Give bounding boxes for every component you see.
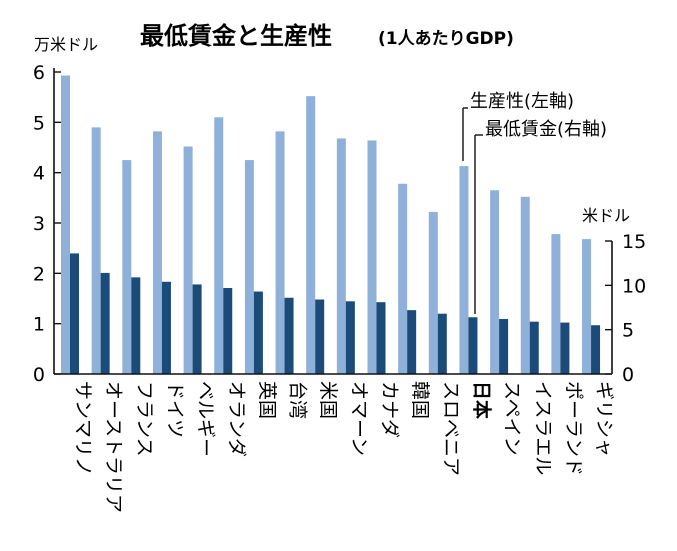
category-label: 台湾 — [287, 381, 309, 419]
right-axis: 0 5 10 15 — [605, 231, 646, 386]
bar-min-wage — [315, 299, 325, 374]
bar-productivity — [214, 117, 224, 375]
category-label: ベルギー — [195, 381, 217, 457]
bar-productivity — [336, 138, 346, 374]
bar-min-wage — [345, 301, 355, 374]
bar-productivity — [551, 234, 561, 374]
bar-min-wage — [407, 310, 417, 374]
bar-min-wage — [70, 253, 79, 374]
bar-productivity — [367, 140, 377, 374]
bar-min-wage — [560, 322, 570, 374]
bars — [61, 75, 601, 375]
bar-min-wage — [100, 272, 110, 374]
legend-min-wage: 最低賃金(右軸) — [485, 119, 607, 140]
left-tick-label: 4 — [33, 163, 45, 185]
bar-productivity — [459, 166, 469, 374]
bar-min-wage — [284, 297, 294, 374]
left-tick-label: 3 — [33, 213, 45, 235]
left-tick-label: 1 — [33, 314, 45, 336]
left-tick-label: 6 — [33, 62, 45, 84]
category-label: ドイツ — [164, 381, 186, 438]
category-label: サンマリノ — [72, 381, 94, 476]
bar-productivity — [490, 190, 500, 374]
category-label: ポーランド — [562, 381, 584, 476]
axis-lines — [53, 68, 613, 375]
bar-min-wage — [468, 317, 478, 374]
bar-min-wage — [131, 277, 141, 374]
category-label: オランダ — [225, 381, 247, 457]
bar-productivity — [520, 196, 530, 374]
right-tick-label: 15 — [622, 231, 646, 253]
bar-min-wage — [529, 321, 539, 374]
right-tick-label: 0 — [622, 364, 634, 386]
bar-min-wage — [161, 281, 171, 374]
bar-productivity — [398, 183, 408, 374]
category-label: ギリシャ — [593, 381, 615, 457]
bar-min-wage — [223, 287, 233, 374]
category-label: スロベニア — [440, 381, 462, 476]
bar-min-wage — [253, 291, 263, 374]
left-tick-label: 5 — [33, 112, 45, 134]
legend: 生産性(左軸) 最低賃金(右軸) — [462, 91, 607, 314]
right-axis-unit: 米ドル — [582, 206, 630, 225]
right-tick-label: 10 — [622, 275, 646, 297]
category-label: フランス — [133, 381, 155, 457]
bar-productivity — [61, 75, 70, 375]
bar-min-wage — [376, 302, 386, 374]
category-label: イスラエル — [532, 381, 554, 475]
left-axis-unit: 万米ドル — [34, 35, 98, 54]
bar-productivity — [183, 146, 193, 374]
bar-min-wage — [437, 313, 447, 374]
bar-productivity — [306, 96, 316, 374]
left-tick-label: 0 — [33, 364, 45, 386]
bar-productivity — [152, 131, 162, 374]
bar-productivity — [275, 131, 285, 374]
category-label: 日本 — [470, 381, 493, 419]
bar-min-wage — [192, 284, 202, 374]
category-label: オーストラリア — [103, 381, 125, 513]
category-label: スペイン — [501, 381, 523, 456]
category-label: 韓国 — [409, 381, 431, 419]
bar-productivity — [582, 239, 592, 374]
category-labels: サンマリノ オーストラリア フランス ドイツ ベルギー オランダ 英国 台湾 米国 オマーン カナダ… — [72, 381, 615, 513]
chart-subtitle: (1人あたりGDP) — [378, 29, 514, 49]
bar-productivity — [244, 160, 254, 374]
category-label: 米国 — [317, 381, 339, 419]
category-label: カナダ — [379, 381, 401, 438]
bar-min-wage — [591, 325, 601, 374]
bar-productivity — [122, 160, 132, 374]
bar-min-wage — [499, 319, 509, 374]
bar-productivity — [428, 211, 438, 374]
bar-productivity — [91, 127, 101, 374]
left-tick-label: 2 — [33, 263, 45, 285]
category-label: 英国 — [256, 381, 278, 419]
right-tick-label: 5 — [622, 320, 634, 342]
legend-productivity: 生産性(左軸) — [470, 91, 574, 112]
left-axis: 0 1 2 3 4 5 6 — [33, 62, 61, 386]
chart-title: 最低賃金と生産性 — [140, 22, 332, 50]
category-label: オマーン — [348, 381, 370, 456]
